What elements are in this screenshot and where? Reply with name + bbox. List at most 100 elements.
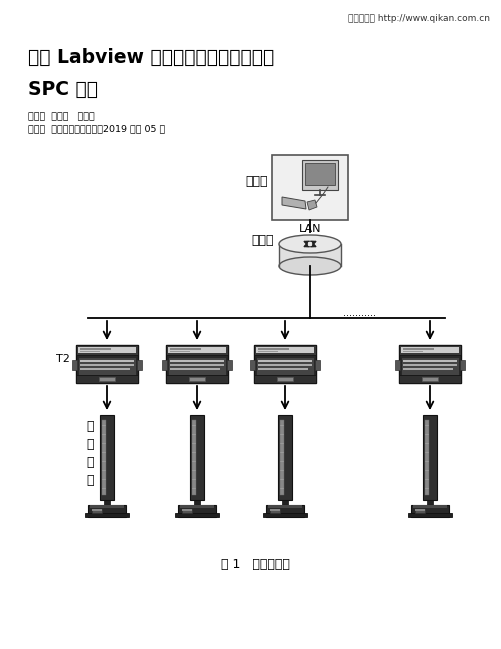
Bar: [166, 375, 227, 383]
Bar: [258, 348, 289, 350]
Text: 量: 量: [86, 456, 94, 469]
Bar: [175, 513, 218, 517]
Bar: [254, 345, 315, 383]
Bar: [402, 368, 452, 370]
Bar: [424, 420, 428, 495]
Bar: [256, 357, 313, 375]
Bar: [191, 420, 195, 495]
Bar: [402, 364, 456, 366]
Bar: [258, 368, 308, 370]
Bar: [193, 500, 199, 505]
Bar: [314, 360, 319, 370]
Bar: [162, 360, 167, 370]
Bar: [170, 348, 200, 350]
Bar: [256, 347, 313, 353]
Text: 来源：  《数字技术与应用》2019 年第 05 期: 来源： 《数字技术与应用》2019 年第 05 期: [28, 124, 165, 133]
Bar: [280, 420, 284, 495]
Bar: [278, 415, 292, 500]
Bar: [80, 350, 100, 352]
Bar: [76, 345, 138, 355]
Text: SPC 分析: SPC 分析: [28, 80, 98, 99]
Text: 图 1   系统架构图: 图 1 系统架构图: [220, 558, 289, 571]
Bar: [85, 513, 129, 517]
Ellipse shape: [279, 257, 340, 275]
Text: LAN: LAN: [298, 224, 321, 234]
Bar: [189, 415, 203, 500]
Bar: [254, 345, 315, 355]
Bar: [302, 160, 337, 190]
Bar: [258, 350, 278, 352]
Bar: [398, 345, 460, 355]
Bar: [414, 509, 424, 511]
Bar: [99, 377, 115, 381]
Bar: [258, 360, 312, 362]
Bar: [394, 360, 399, 370]
Bar: [80, 348, 111, 350]
Bar: [407, 513, 451, 517]
Bar: [180, 505, 213, 508]
Bar: [178, 505, 215, 517]
Bar: [78, 347, 136, 353]
Bar: [80, 360, 134, 362]
Bar: [398, 345, 460, 383]
Bar: [398, 375, 460, 383]
Bar: [226, 360, 231, 370]
Bar: [170, 360, 223, 362]
Bar: [270, 509, 280, 511]
Bar: [76, 375, 138, 383]
Bar: [400, 347, 458, 353]
Text: 作者：  刘继罃   钒宏文: 作者： 刘继罃 钒宏文: [28, 112, 95, 121]
Bar: [168, 357, 225, 375]
Bar: [92, 509, 102, 513]
Text: 上位机: 上位机: [245, 175, 268, 188]
Bar: [400, 357, 458, 375]
Bar: [90, 505, 124, 508]
Bar: [305, 163, 334, 185]
Bar: [414, 509, 424, 513]
Ellipse shape: [279, 235, 340, 253]
Bar: [168, 347, 225, 353]
Bar: [80, 368, 130, 370]
Bar: [272, 155, 347, 220]
Text: 仪: 仪: [86, 474, 94, 487]
Bar: [266, 505, 304, 517]
Bar: [166, 345, 227, 383]
Bar: [426, 500, 432, 505]
Text: T2: T2: [56, 354, 70, 364]
Bar: [76, 345, 138, 383]
Text: 基于 Labview 下气动量仪自动化测量及: 基于 Labview 下气动量仪自动化测量及: [28, 48, 274, 67]
Bar: [410, 505, 448, 517]
Bar: [88, 505, 126, 517]
Bar: [170, 364, 223, 366]
Text: 龙源期刊网 http://www.qikan.com.cn: 龙源期刊网 http://www.qikan.com.cn: [347, 14, 489, 23]
Bar: [78, 357, 136, 375]
Bar: [137, 360, 142, 370]
Bar: [270, 509, 280, 513]
Polygon shape: [307, 200, 316, 210]
Text: 气: 气: [86, 420, 94, 433]
Polygon shape: [282, 197, 306, 209]
Bar: [100, 415, 114, 500]
Bar: [92, 509, 102, 511]
Bar: [72, 360, 77, 370]
Bar: [422, 415, 436, 500]
Bar: [421, 377, 437, 381]
Bar: [182, 509, 191, 513]
Text: 路由器: 路由器: [251, 234, 274, 247]
Bar: [402, 348, 433, 350]
Bar: [279, 244, 340, 266]
Bar: [263, 513, 307, 517]
Bar: [102, 420, 106, 495]
Text: 动: 动: [86, 438, 94, 451]
Bar: [412, 505, 446, 508]
Bar: [249, 360, 255, 370]
Bar: [182, 509, 191, 511]
Bar: [268, 505, 302, 508]
Bar: [402, 350, 422, 352]
Bar: [80, 364, 134, 366]
Bar: [254, 375, 315, 383]
Bar: [282, 500, 288, 505]
Bar: [402, 360, 456, 362]
Bar: [277, 377, 293, 381]
Bar: [258, 364, 312, 366]
